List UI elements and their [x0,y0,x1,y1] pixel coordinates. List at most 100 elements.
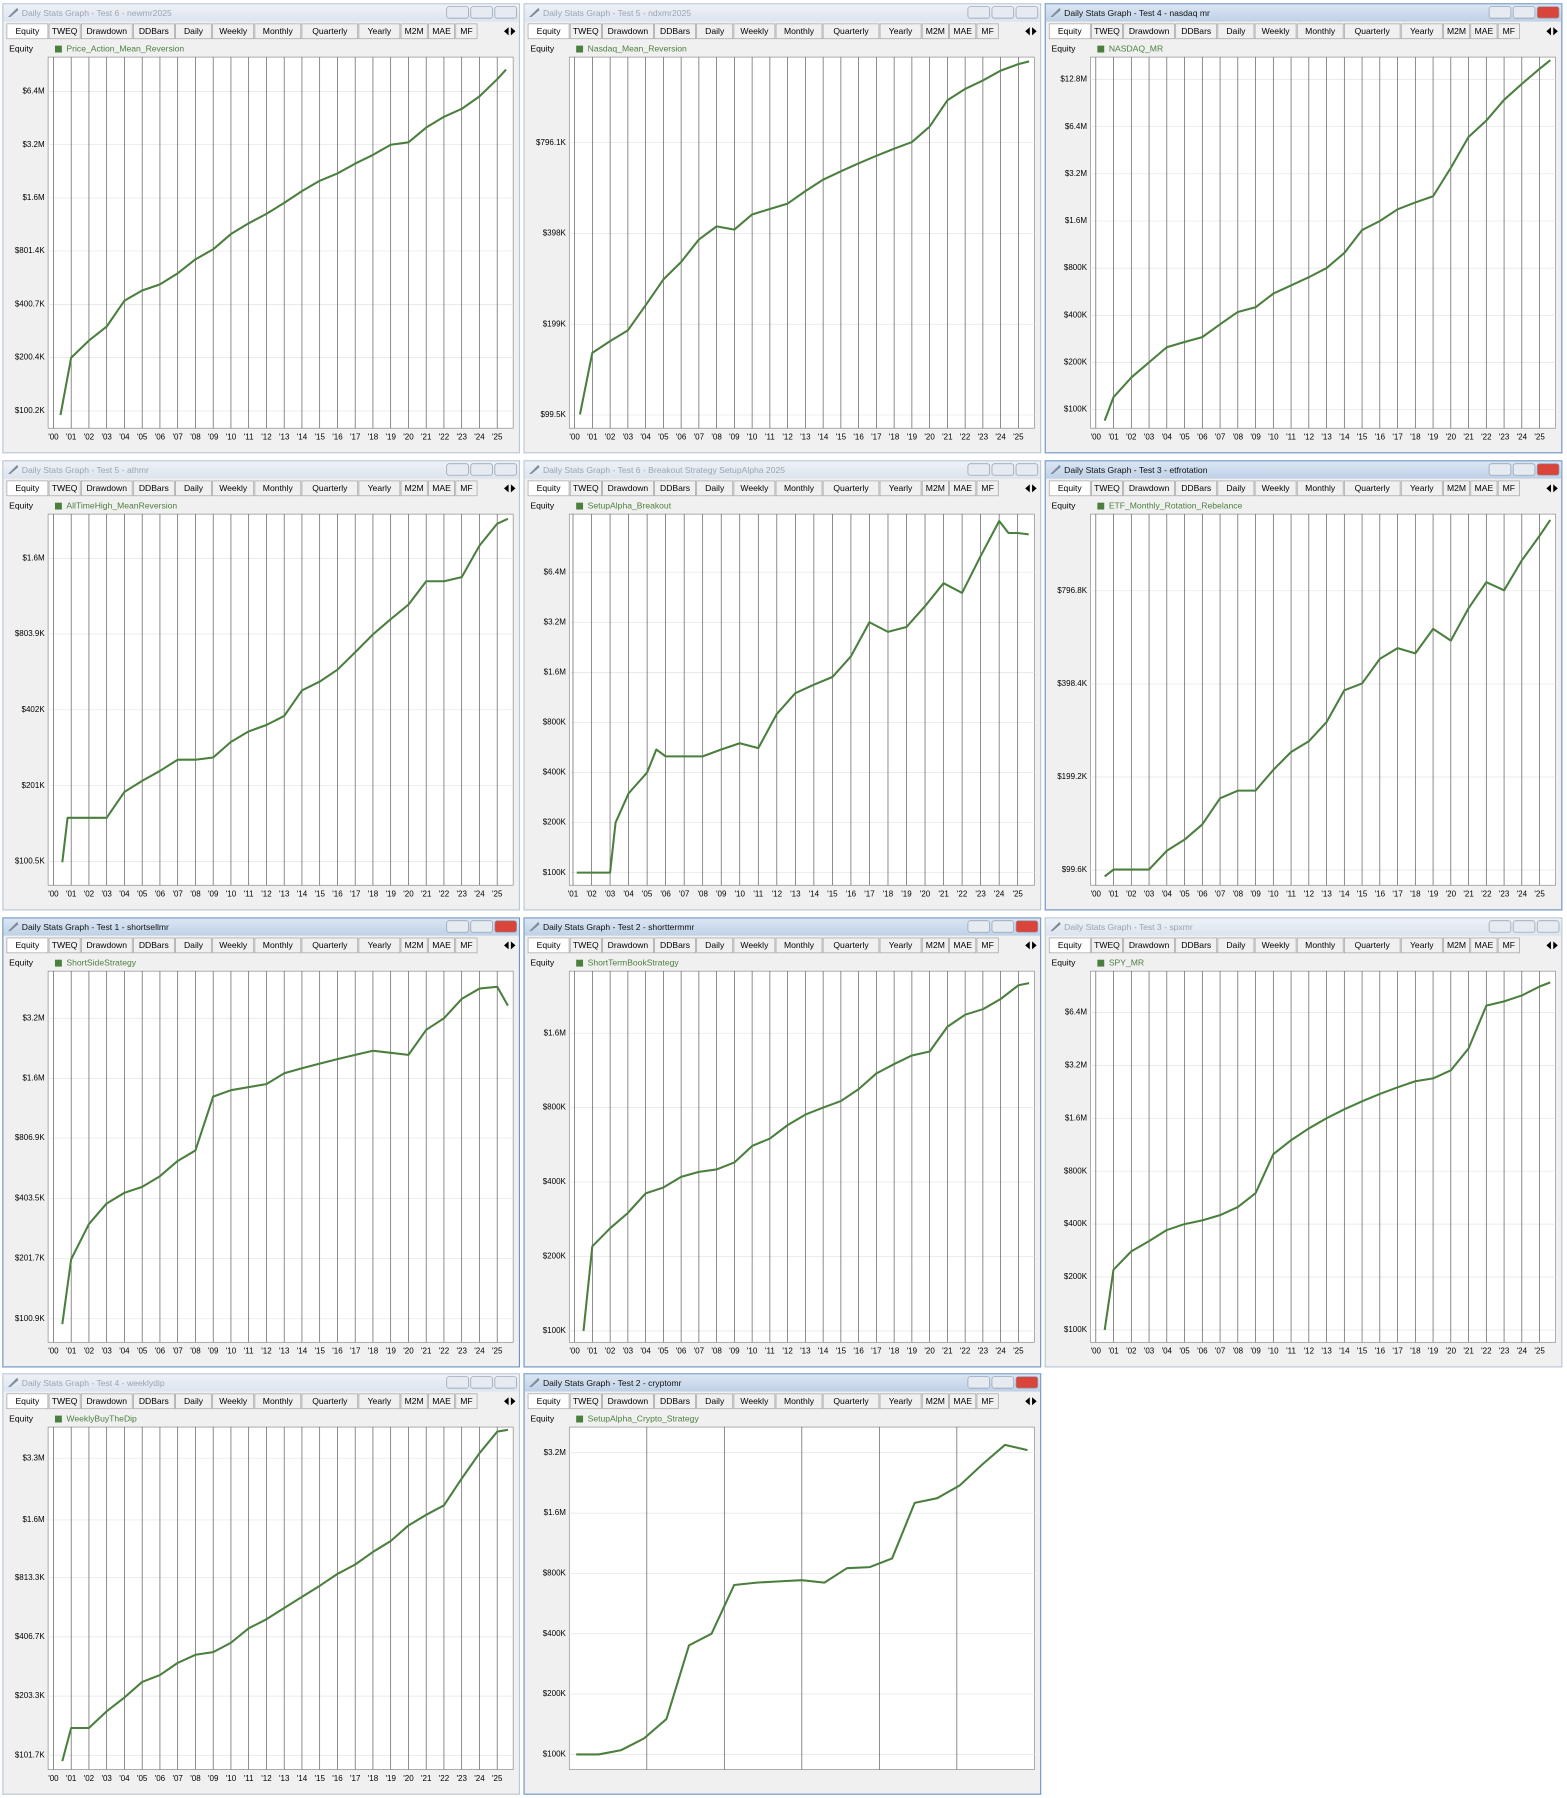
tab[interactable] [400,937,428,954]
tab[interactable] [80,937,133,954]
close-button[interactable] [1536,6,1560,19]
minimize-button[interactable] [967,1376,991,1389]
close-button[interactable] [494,6,517,19]
tab[interactable] [822,480,880,497]
tab[interactable] [1497,937,1520,954]
tab[interactable] [696,1393,734,1410]
tab[interactable] [733,1393,776,1410]
tab[interactable] [301,1393,359,1410]
tab[interactable] [132,1393,175,1410]
minimize-button[interactable] [446,463,469,476]
tab[interactable] [976,480,999,497]
tab-scroll-arrows[interactable] [1546,27,1558,36]
close-button[interactable] [1015,463,1039,476]
tab[interactable] [1400,480,1443,497]
tab[interactable] [1470,23,1498,40]
minimize-button[interactable] [446,6,469,19]
tab-scroll-arrows[interactable] [1025,484,1037,493]
tab[interactable] [822,937,880,954]
tab[interactable] [1175,937,1218,954]
tab[interactable] [1123,23,1175,40]
tab[interactable] [212,937,255,954]
tab[interactable] [6,937,49,954]
tab-scroll-arrows[interactable] [504,941,516,950]
tab[interactable] [301,480,359,497]
tab[interactable] [602,1393,654,1410]
tab[interactable] [400,23,428,40]
minimize-button[interactable] [446,1376,469,1389]
tab[interactable] [527,1393,570,1410]
tab[interactable] [654,23,696,40]
tab[interactable] [822,1393,880,1410]
tab[interactable] [949,23,977,40]
tab[interactable] [1175,23,1218,40]
tab[interactable] [921,23,949,40]
tab[interactable] [428,23,455,40]
tab[interactable] [400,480,428,497]
tab[interactable] [949,1393,977,1410]
tab[interactable] [358,23,401,40]
tab[interactable] [569,1393,602,1410]
tab[interactable] [976,23,999,40]
tab[interactable] [733,937,776,954]
tab[interactable] [1470,480,1498,497]
tab[interactable] [1400,937,1443,954]
tab[interactable] [949,480,977,497]
tab[interactable] [1217,480,1255,497]
tab[interactable] [358,480,401,497]
maximize-button[interactable] [1512,920,1536,933]
tab[interactable] [602,23,654,40]
tab[interactable] [879,23,922,40]
tab[interactable] [48,1393,81,1410]
tab[interactable] [175,1393,212,1410]
tab[interactable] [879,937,922,954]
tab[interactable] [175,937,212,954]
tab[interactable] [400,1393,428,1410]
tab[interactable] [1254,23,1297,40]
tab[interactable] [1091,23,1123,40]
minimize-button[interactable] [1488,463,1512,476]
tab[interactable] [733,23,776,40]
tab[interactable] [696,937,734,954]
tab[interactable] [1048,480,1091,497]
tab[interactable] [132,23,175,40]
tab[interactable] [921,1393,949,1410]
tab[interactable] [80,480,133,497]
tab[interactable] [1123,937,1175,954]
tab[interactable] [602,937,654,954]
tab[interactable] [1048,23,1091,40]
tab[interactable] [212,1393,255,1410]
tab[interactable] [175,23,212,40]
tab[interactable] [1091,480,1123,497]
tab[interactable] [696,23,734,40]
close-button[interactable] [1015,1376,1039,1389]
tab[interactable] [1254,937,1297,954]
maximize-button[interactable] [991,920,1015,933]
tab[interactable] [254,23,302,40]
tab[interactable] [1343,480,1401,497]
close-button[interactable] [1015,920,1039,933]
maximize-button[interactable] [470,920,493,933]
maximize-button[interactable] [991,1376,1015,1389]
tab[interactable] [6,23,49,40]
tab[interactable] [775,937,823,954]
tab[interactable] [654,1393,696,1410]
tab[interactable] [879,1393,922,1410]
tab[interactable] [569,23,602,40]
maximize-button[interactable] [991,6,1015,19]
tab[interactable] [455,937,478,954]
tab[interactable] [212,23,255,40]
tab[interactable] [301,937,359,954]
tab[interactable] [569,937,602,954]
tab[interactable] [428,1393,455,1410]
tab[interactable] [1443,937,1470,954]
tab[interactable] [80,23,133,40]
tab[interactable] [976,937,999,954]
tab[interactable] [301,23,359,40]
tab[interactable] [48,480,81,497]
tab[interactable] [775,480,823,497]
tab[interactable] [1254,480,1297,497]
tab[interactable] [254,1393,302,1410]
close-button[interactable] [494,463,517,476]
close-button[interactable] [1536,920,1560,933]
